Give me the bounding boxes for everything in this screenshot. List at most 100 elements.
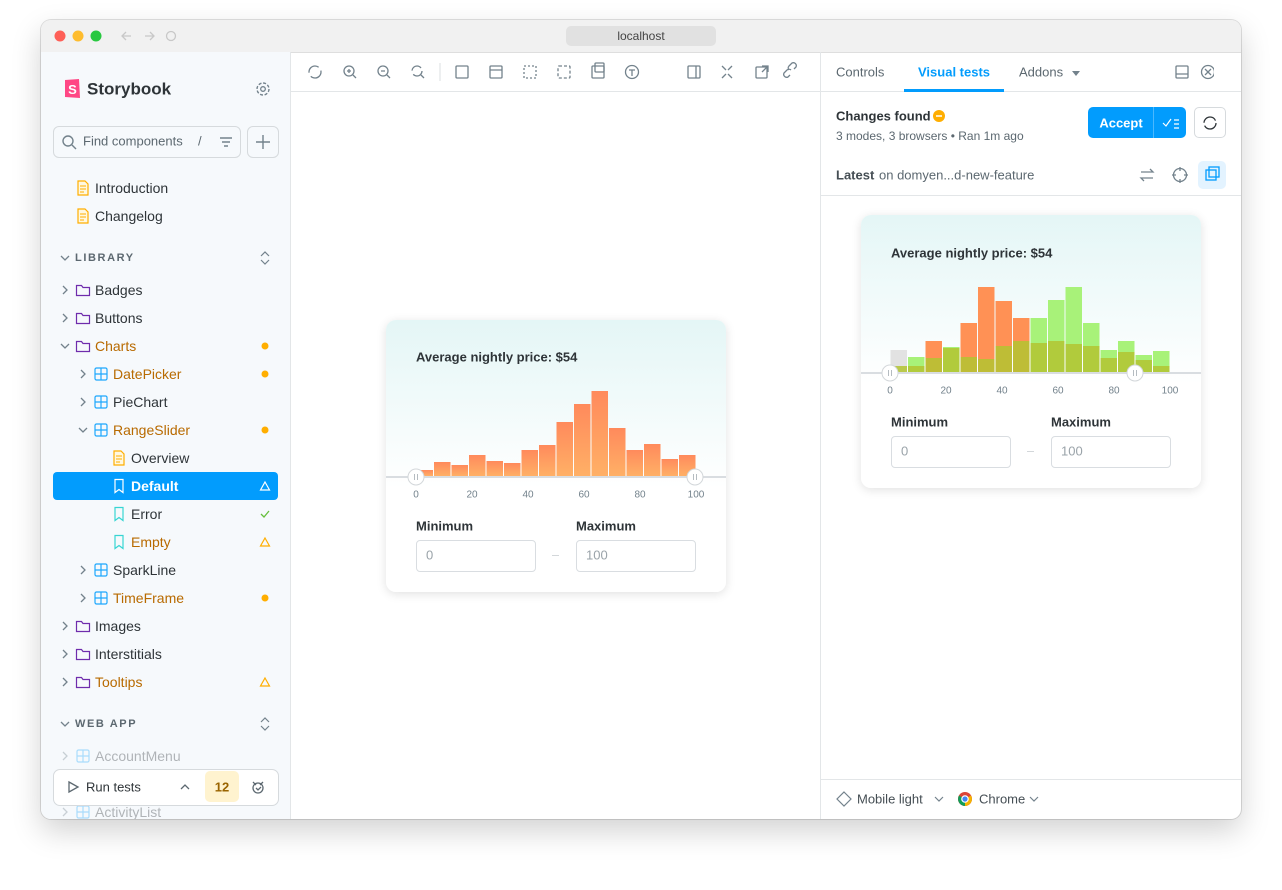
tree-item[interactable]: RangeSlider (53, 416, 278, 444)
caret-up[interactable] (179, 780, 191, 794)
base-bar (925, 358, 942, 372)
tree-item[interactable]: Overview (53, 444, 278, 472)
slider-handle[interactable] (881, 364, 899, 382)
tree-item[interactable]: Tooltips (53, 668, 278, 696)
diff-toggle-bg (1198, 161, 1226, 189)
tree-item[interactable]: ActivityList (53, 798, 278, 819)
x-tick-label: 20 (466, 490, 478, 501)
count-badge[interactable] (205, 771, 239, 802)
tab[interactable]: Addons (1019, 64, 1064, 80)
browser[interactable]: Chrome (979, 791, 1026, 807)
tree-item[interactable]: Buttons (53, 304, 278, 332)
bar (416, 470, 433, 476)
add-button[interactable] (247, 126, 279, 158)
max-value: 100 (586, 547, 608, 563)
x-tick-label: 100 (1162, 386, 1179, 397)
tree-item[interactable]: Error (53, 500, 278, 528)
handle-grip (1133, 370, 1137, 376)
component-icon (76, 805, 90, 819)
item-label: Overview (131, 450, 190, 466)
range-dash (1027, 451, 1034, 452)
item-label: RangeSlider (113, 422, 191, 438)
component-icon (94, 423, 108, 437)
x-tick-label: 0 (887, 386, 893, 397)
snapshot-title: Average nightly price: $54 (891, 245, 1053, 261)
rerun-button[interactable] (1194, 107, 1226, 138)
item-label: Tooltips (95, 674, 143, 690)
section-label: LIBRARY (75, 252, 135, 264)
chevron (62, 313, 68, 323)
search-box[interactable] (53, 126, 241, 158)
base-bar (1048, 341, 1065, 372)
item-label: Badges (95, 282, 143, 298)
mode[interactable]: Mobile light (857, 791, 923, 807)
section-header[interactable]: WEB APP (53, 710, 278, 738)
base-bar (1153, 366, 1170, 372)
base-bar (960, 357, 977, 372)
tree-item[interactable]: Images (53, 612, 278, 640)
folder-icon (75, 676, 91, 689)
status-warning (259, 676, 271, 687)
chevron (62, 285, 68, 295)
base-bar (1030, 343, 1047, 372)
bar (626, 450, 643, 476)
slider-handle[interactable] (1126, 364, 1144, 382)
status-meta: 3 modes, 3 browsers • Ran 1m ago (836, 129, 1024, 143)
tree-item[interactable]: DatePicker (53, 360, 278, 388)
tree-item[interactable]: Charts (53, 332, 278, 360)
address-bar[interactable] (566, 26, 716, 46)
bar (574, 404, 591, 476)
section-header[interactable]: LIBRARY (53, 244, 278, 272)
status-icon (933, 110, 945, 122)
latest: Latest (836, 167, 875, 183)
slider-handle[interactable] (407, 468, 425, 486)
tree-item[interactable]: AccountMenu (53, 742, 278, 770)
tree-item[interactable]: Empty (53, 528, 278, 556)
base-bar (978, 359, 995, 372)
bar (486, 461, 503, 476)
bar (521, 450, 538, 476)
doc-icon (113, 450, 125, 466)
preview-card: Average nightly price: $54 0 20 40 60 80 100 … (386, 320, 726, 592)
filter-icon[interactable] (218, 134, 234, 150)
settings-icon[interactable] (254, 80, 272, 98)
range-dash (552, 555, 559, 556)
bar (644, 444, 661, 476)
chevron (60, 343, 70, 349)
chevron (62, 751, 68, 761)
accept-label: Accept (1099, 115, 1143, 131)
x-tick-label: 100 (688, 490, 705, 501)
component-icon (94, 591, 108, 605)
tree-item[interactable]: SparkLine (53, 556, 278, 584)
item-label: Changelog (95, 208, 163, 224)
accept-button[interactable] (1088, 107, 1186, 138)
max-label: Maximum (576, 518, 636, 534)
tabs-border (821, 91, 1241, 92)
tab[interactable]: Controls (836, 64, 885, 80)
tree-item[interactable]: Introduction (53, 174, 278, 202)
tree-item[interactable]: PieChart (53, 388, 278, 416)
panel-divider (820, 52, 821, 819)
url: localhost (617, 29, 665, 43)
tree-item[interactable]: Badges (53, 276, 278, 304)
tests-icon[interactable] (250, 779, 266, 795)
min-input[interactable] (416, 540, 536, 572)
item-label: ActivityList (95, 804, 162, 819)
component-icon (94, 563, 108, 577)
max-input[interactable] (576, 540, 696, 572)
base-bar (1100, 358, 1117, 372)
tab[interactable]: Visual tests (918, 64, 991, 80)
component-icon (76, 749, 90, 763)
status-warning (259, 480, 271, 491)
snapshot-tools[interactable] (1138, 165, 1224, 185)
tree-item[interactable]: TimeFrame (53, 584, 278, 612)
tree-item[interactable]: Changelog (53, 202, 278, 230)
search-icon (62, 135, 77, 150)
tree-item[interactable]: Default (53, 472, 278, 500)
run-tests[interactable]: Run tests (86, 779, 141, 795)
bar (661, 459, 678, 476)
header-border (821, 195, 1241, 196)
accept-menu-icon[interactable] (1161, 115, 1181, 131)
slider-handle[interactable] (686, 468, 704, 486)
tree-item[interactable]: Interstitials (53, 640, 278, 668)
